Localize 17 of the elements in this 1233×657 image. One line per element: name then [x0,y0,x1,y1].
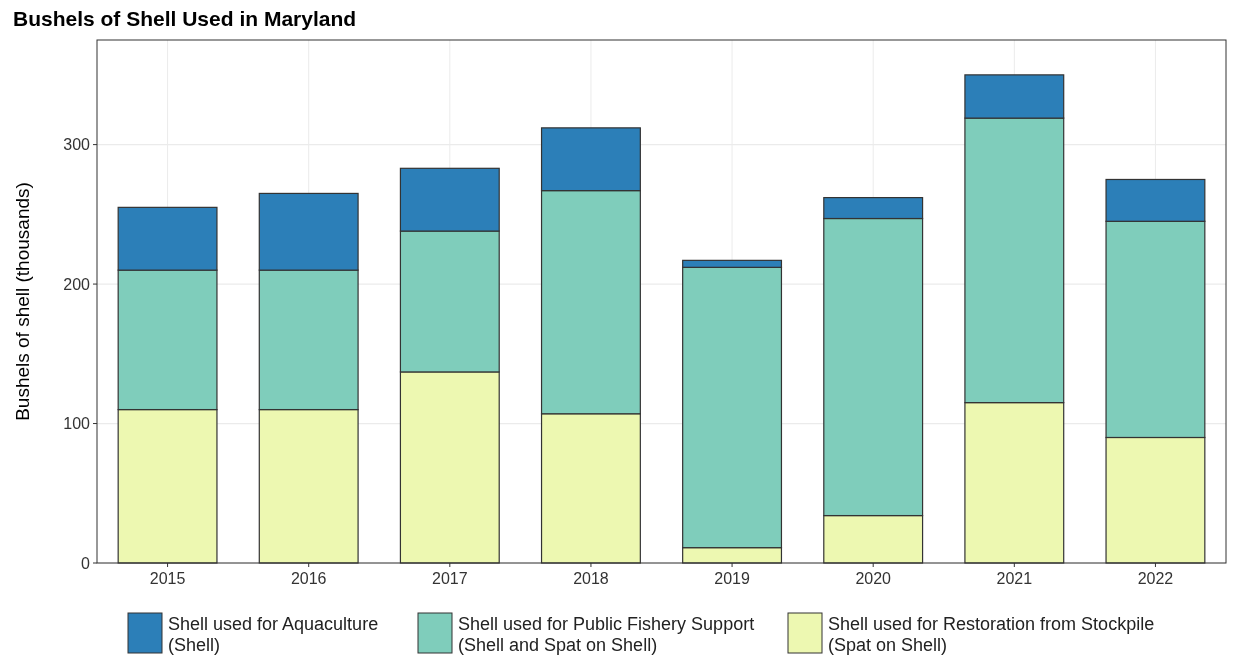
x-tick-label: 2015 [149,570,186,587]
x-tick-label: 2022 [1137,570,1174,587]
x-tick-label: 2019 [714,570,750,587]
x-tick-label: 2016 [290,570,327,587]
y-tick-label: 200 [63,275,91,293]
y-tick-label: 300 [63,136,91,154]
x-tick-label: 2018 [573,570,609,587]
legend-label: Shell used for Restoration from Stockpile (Spat on Shell) [828,614,1155,655]
y-axis-title: Bushels of shell (thousands) [12,182,33,421]
legend-label: Shell used for Aquaculture (Shell) [168,614,379,655]
chart-title: Bushels of Shell Used in Maryland [13,7,357,30]
x-tick-label: 2017 [432,570,468,587]
y-tick-label: 100 [63,415,91,433]
x-tick-label: 2020 [855,570,892,587]
y-tick-label: 0 [81,554,91,572]
x-tick-label: 2021 [996,570,1033,587]
legend-label: Shell used for Public Fishery Support (Shell and Spat on Shell) [458,614,755,655]
